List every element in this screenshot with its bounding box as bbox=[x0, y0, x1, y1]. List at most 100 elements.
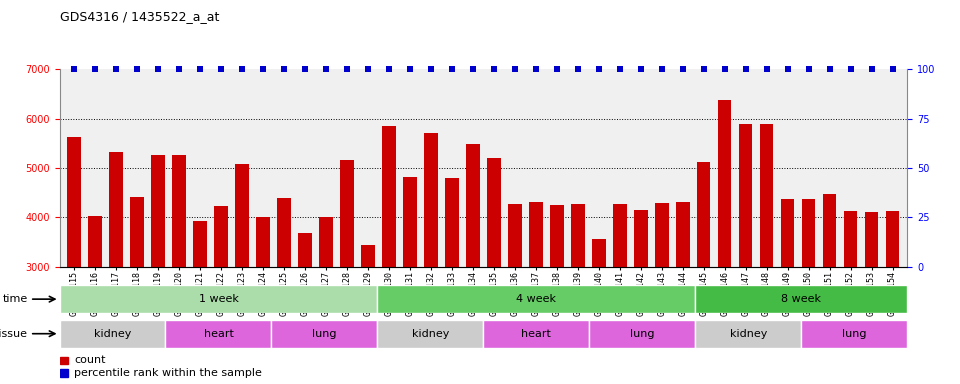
Point bbox=[319, 66, 334, 72]
Point bbox=[66, 66, 82, 72]
Point bbox=[675, 66, 690, 72]
Text: 4 week: 4 week bbox=[516, 294, 557, 304]
Text: time: time bbox=[3, 294, 28, 304]
Bar bbox=[550, 205, 564, 384]
Text: heart: heart bbox=[521, 329, 551, 339]
Text: tissue: tissue bbox=[0, 329, 28, 339]
Point bbox=[864, 66, 879, 72]
Point bbox=[759, 66, 775, 72]
Bar bbox=[697, 162, 710, 384]
Bar bbox=[487, 157, 501, 384]
Point bbox=[87, 66, 103, 72]
Bar bbox=[780, 199, 795, 384]
Text: count: count bbox=[74, 355, 106, 365]
Bar bbox=[235, 164, 249, 384]
Point bbox=[276, 66, 292, 72]
Bar bbox=[695, 320, 802, 348]
Point bbox=[801, 66, 816, 72]
Bar bbox=[377, 285, 695, 313]
Point bbox=[339, 66, 354, 72]
Point bbox=[591, 66, 607, 72]
Point bbox=[486, 66, 501, 72]
Point bbox=[213, 66, 228, 72]
Point bbox=[108, 66, 124, 72]
Text: 1 week: 1 week bbox=[199, 294, 238, 304]
Bar bbox=[823, 194, 836, 384]
Bar bbox=[571, 204, 585, 384]
Point bbox=[423, 66, 439, 72]
Bar bbox=[277, 198, 291, 384]
Bar bbox=[377, 320, 484, 348]
Point bbox=[192, 66, 207, 72]
Point bbox=[444, 66, 460, 72]
Bar bbox=[589, 320, 695, 348]
Bar bbox=[802, 320, 907, 348]
Bar bbox=[759, 124, 774, 384]
Text: lung: lung bbox=[312, 329, 337, 339]
Bar bbox=[299, 233, 312, 384]
Bar bbox=[272, 320, 377, 348]
Point bbox=[612, 66, 628, 72]
Bar bbox=[695, 285, 907, 313]
Bar bbox=[718, 100, 732, 384]
Bar bbox=[172, 155, 186, 384]
Point bbox=[466, 66, 481, 72]
Bar bbox=[67, 137, 81, 384]
Point bbox=[507, 66, 522, 72]
Point bbox=[738, 66, 754, 72]
Bar bbox=[802, 199, 815, 384]
Point bbox=[528, 66, 543, 72]
Bar bbox=[60, 320, 165, 348]
Bar bbox=[592, 239, 606, 384]
Bar bbox=[88, 217, 102, 384]
Bar bbox=[131, 197, 144, 384]
Point bbox=[780, 66, 795, 72]
Point bbox=[843, 66, 858, 72]
Point bbox=[549, 66, 564, 72]
Bar bbox=[886, 210, 900, 384]
Point bbox=[298, 66, 313, 72]
Bar bbox=[655, 203, 668, 384]
Bar bbox=[60, 285, 377, 313]
Bar bbox=[865, 212, 878, 384]
Point bbox=[822, 66, 837, 72]
Bar bbox=[844, 211, 857, 384]
Bar bbox=[214, 206, 228, 384]
Text: kidney: kidney bbox=[94, 329, 132, 339]
Point bbox=[717, 66, 732, 72]
Point bbox=[172, 66, 187, 72]
Bar bbox=[165, 320, 272, 348]
Bar bbox=[152, 155, 165, 384]
Text: kidney: kidney bbox=[412, 329, 449, 339]
Bar bbox=[319, 217, 333, 384]
Bar bbox=[424, 133, 438, 384]
Bar bbox=[60, 357, 68, 364]
Point bbox=[381, 66, 396, 72]
Bar bbox=[361, 245, 374, 384]
Text: 8 week: 8 week bbox=[781, 294, 821, 304]
Point bbox=[570, 66, 586, 72]
Point bbox=[234, 66, 250, 72]
Bar bbox=[193, 222, 207, 384]
Bar bbox=[445, 179, 459, 384]
Point bbox=[696, 66, 711, 72]
Bar bbox=[256, 217, 270, 384]
Point bbox=[885, 66, 900, 72]
Point bbox=[255, 66, 271, 72]
Text: kidney: kidney bbox=[730, 329, 767, 339]
Bar bbox=[484, 320, 589, 348]
Bar bbox=[403, 177, 417, 384]
Text: GDS4316 / 1435522_a_at: GDS4316 / 1435522_a_at bbox=[60, 10, 219, 23]
Bar bbox=[382, 126, 396, 384]
Bar bbox=[60, 369, 68, 377]
Text: heart: heart bbox=[204, 329, 233, 339]
Bar bbox=[634, 210, 648, 384]
Point bbox=[654, 66, 669, 72]
Point bbox=[360, 66, 375, 72]
Bar bbox=[529, 202, 542, 384]
Point bbox=[402, 66, 418, 72]
Point bbox=[130, 66, 145, 72]
Text: lung: lung bbox=[842, 329, 867, 339]
Bar bbox=[676, 202, 689, 384]
Point bbox=[151, 66, 166, 72]
